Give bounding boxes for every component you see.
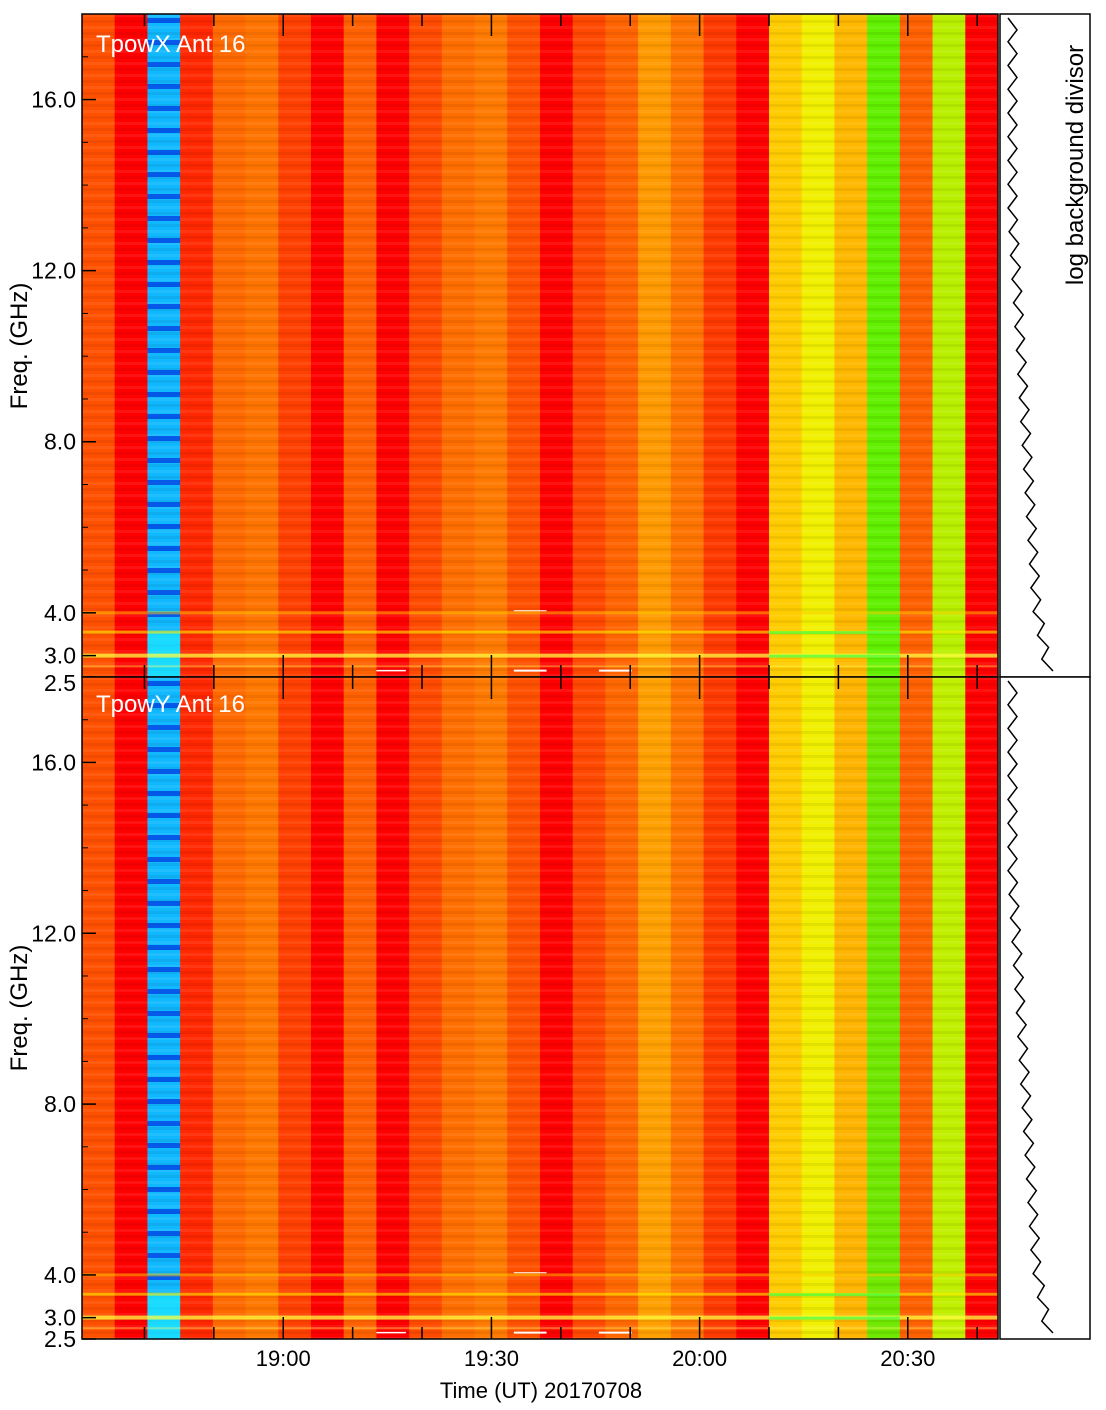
heatmap-column xyxy=(343,14,378,677)
tpowx-spectrogram-panel: 3.0 4.0 8.0 12.0 16.0 2.5 xyxy=(31,13,999,696)
heatmap-column xyxy=(540,14,574,677)
heatmap-column xyxy=(736,14,770,677)
heatmap-column xyxy=(474,677,508,1339)
y-tick-label: 4.0 xyxy=(44,1262,76,1288)
heatmap-column xyxy=(114,14,149,677)
y-tick-label: 3.0 xyxy=(44,1305,76,1331)
heatmap-column xyxy=(899,14,934,677)
heatmap-column xyxy=(180,677,214,1339)
heatmap-column xyxy=(441,677,476,1339)
heatmap-column xyxy=(311,14,345,677)
heatmap-column xyxy=(409,677,443,1339)
x-axis-label: Time (UT) 20170708 xyxy=(440,1378,642,1403)
y-tick-label: 16.0 xyxy=(31,749,76,775)
heatmap-column xyxy=(638,14,672,677)
heatmap-column xyxy=(343,677,378,1339)
heatmap-column xyxy=(507,677,541,1339)
heatmap-column xyxy=(965,14,998,677)
heatmap-column xyxy=(834,14,868,677)
heatmap-column xyxy=(82,14,116,677)
heatmap-column xyxy=(899,677,934,1339)
heatmap-column xyxy=(703,677,737,1339)
heatmap-column xyxy=(147,14,181,677)
heatmap-column xyxy=(114,677,149,1339)
x-tick-label: 19:00 xyxy=(256,1346,311,1371)
heatmap-column xyxy=(212,14,247,677)
heatmap-column xyxy=(82,677,116,1339)
heatmap-column xyxy=(572,677,607,1339)
heatmap-column xyxy=(867,14,901,677)
heatmap-column xyxy=(540,677,574,1339)
heatmap-column xyxy=(769,677,803,1339)
y-tick-label: 8.0 xyxy=(44,1091,76,1117)
heatmap-column xyxy=(278,14,312,677)
y-tick-label: 16.0 xyxy=(31,87,76,113)
y-axis-label-bottom: Freq. (GHz) xyxy=(6,945,33,1072)
heatmap-column xyxy=(278,677,312,1339)
heatmap-column xyxy=(180,14,214,677)
y-tick-label: 4.0 xyxy=(44,600,76,626)
y-tick-label: 2.5 xyxy=(44,1326,76,1352)
heatmap-column xyxy=(801,677,836,1339)
heatmap-column xyxy=(376,14,410,677)
x-tick-label: 19:30 xyxy=(464,1346,519,1371)
heatmap-column xyxy=(605,677,639,1339)
heatmap-column xyxy=(474,14,508,677)
plot-frame xyxy=(81,676,999,1340)
heatmap-column xyxy=(736,677,770,1339)
y-tick-label: 2.5 xyxy=(44,670,76,696)
background-divisor-plot-bottom xyxy=(999,676,1091,1340)
heatmap-column xyxy=(867,677,901,1339)
heatmap-column xyxy=(670,14,705,677)
heatmap-column xyxy=(245,14,279,677)
heatmap-column xyxy=(703,14,737,677)
heatmap-column xyxy=(801,14,836,677)
heatmap-column xyxy=(965,677,998,1339)
heatmap-column xyxy=(605,14,639,677)
heatmap-column xyxy=(638,677,672,1339)
y-tick-label: 12.0 xyxy=(31,920,76,946)
y-axis-label-top: Freq. (GHz) xyxy=(6,283,33,410)
background-divisor-plot-top xyxy=(999,13,1091,678)
x-tick-label: 20:30 xyxy=(880,1346,935,1371)
panel-label-tpowy: TpowY Ant 16 xyxy=(96,691,245,718)
heatmap-column xyxy=(212,677,247,1339)
heatmap-column xyxy=(409,14,443,677)
heatmap-column xyxy=(932,677,966,1339)
heatmap-column xyxy=(507,14,541,677)
tpowy-spectrogram-panel: 2.53.0 4.0 8.0 12.0 16.0 19:00 19:30 20:00 20:30 xyxy=(31,676,999,1371)
side-plot-label: log background divisor xyxy=(1062,45,1089,285)
heatmap-column xyxy=(376,677,410,1339)
y-tick-label: 3.0 xyxy=(44,643,76,669)
background-divisor-line xyxy=(1007,17,1054,672)
x-tick-label: 20:00 xyxy=(672,1346,727,1371)
heatmap-column xyxy=(932,14,966,677)
heatmap-column xyxy=(441,14,476,677)
heatmap-column xyxy=(245,677,279,1339)
heatmap-column xyxy=(769,14,803,677)
heatmap-column xyxy=(311,677,345,1339)
y-tick-label: 12.0 xyxy=(31,258,76,284)
heatmap-column xyxy=(147,677,181,1339)
heatmap-column xyxy=(834,677,868,1339)
panel-label-tpowx: TpowX Ant 16 xyxy=(96,31,245,58)
y-tick-label: 8.0 xyxy=(44,429,76,455)
heatmap-column xyxy=(572,14,607,677)
background-divisor-line xyxy=(1007,680,1054,1334)
heatmap-column xyxy=(670,677,705,1339)
